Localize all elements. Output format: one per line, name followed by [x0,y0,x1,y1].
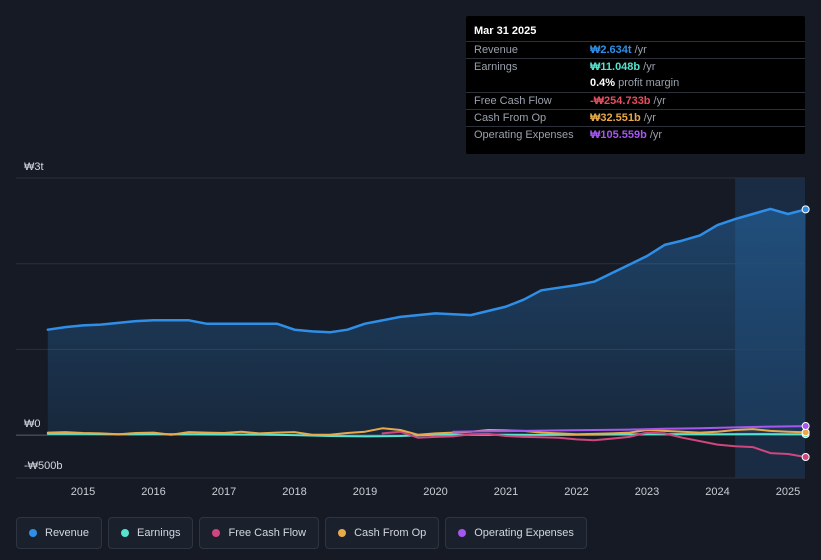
tooltip-label: Operating Expenses [474,129,574,141]
tooltip-label: Revenue [474,44,519,56]
x-tick-label: 2021 [494,486,518,498]
legend-label: Revenue [45,527,90,539]
operating-expenses-line [452,425,807,433]
legend-dot-icon [338,529,347,537]
x-tick-label: 2022 [564,486,588,498]
tooltip-row-revenue: Revenue ₩2.634t/yr [466,41,805,59]
revenue-endpoint [801,205,810,214]
tooltip-label: Earnings [474,61,518,73]
x-tick-label: 2015 [71,486,95,498]
tooltip-panel: Mar 31 2025 Revenue ₩2.634t/yr Earnings … [466,16,805,154]
legend-item-free-cash-flow[interactable]: Free Cash Flow [199,517,320,549]
tooltip-value: 0.4% profit margin [590,77,680,89]
x-tick-label: 2024 [705,486,729,498]
tooltip-value: -₩254.733b/yr [590,95,666,107]
tooltip-value: ₩105.559b/yr [590,129,663,141]
tooltip-label: Free Cash Flow [474,95,552,107]
tooltip-row-operating-expenses: Operating Expenses ₩105.559b/yr [466,126,805,144]
tooltip-label: Cash From Op [474,112,547,124]
y-tick-label: ₩0 [24,418,41,430]
tooltip-value: ₩2.634t/yr [590,44,647,56]
x-tick-label: 2018 [282,486,306,498]
legend-dot-icon [458,529,467,537]
tooltip-date: Mar 31 2025 [474,25,537,37]
free-cash-flow-endpoint [801,453,810,461]
tooltip-row-free-cash-flow: Free Cash Flow -₩254.733b/yr [466,92,805,110]
legend-item-revenue[interactable]: Revenue [16,517,103,549]
legend-dot-icon [212,529,221,537]
legend-label: Earnings [137,527,181,539]
x-tick-label: 2017 [212,486,236,498]
tooltip-value: ₩32.551b/yr [590,112,656,124]
x-tick-label: 2025 [776,486,800,498]
x-tick-label: 2020 [423,486,447,498]
y-tick-label: -₩500b [24,460,63,472]
x-tick-label: 2019 [353,486,377,498]
revenue-area [47,208,806,436]
tooltip-row-cash-from-op: Cash From Op ₩32.551b/yr [466,109,805,127]
y-tick-label: ₩3t [24,161,44,173]
operating-expenses-endpoint [801,422,810,431]
tooltip-value: ₩11.048b/yr [590,61,656,73]
legend-item-operating-expenses[interactable]: Operating Expenses [445,517,587,549]
legend-item-cash-from-op[interactable]: Cash From Op [325,517,440,549]
revenue-line [46,207,807,334]
legend-label: Operating Expenses [474,527,574,539]
legend-item-earnings[interactable]: Earnings [108,517,194,549]
legend-dot-icon [29,529,37,537]
legend-label: Cash From Op [354,527,427,539]
tooltip-row-profit-margin: 0.4% profit margin [466,75,805,92]
cash-from-op-line [46,427,807,436]
free-cash-flow-line [381,430,807,458]
legend: Revenue Earnings Free Cash Flow Cash Fro… [16,517,587,549]
legend-label: Free Cash Flow [228,527,307,539]
tooltip-row-earnings: Earnings ₩11.048b/yr [466,58,805,76]
legend-dot-icon [121,529,130,537]
x-tick-label: 2023 [635,486,659,498]
x-tick-label: 2016 [141,486,165,498]
